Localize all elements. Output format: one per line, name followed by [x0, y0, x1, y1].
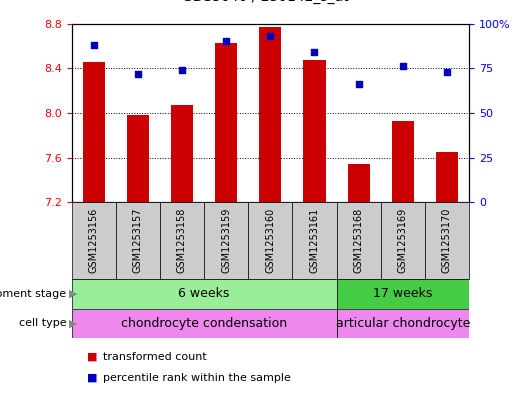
Bar [116, 202, 160, 279]
Bar [293, 202, 337, 279]
Text: articular chondrocyte: articular chondrocyte [335, 317, 470, 330]
Bar [83, 62, 105, 202]
Text: ▶: ▶ [69, 289, 77, 299]
Text: 6 weeks: 6 weeks [179, 287, 229, 300]
Point [134, 70, 142, 77]
Text: GSM1253168: GSM1253168 [354, 208, 364, 274]
Text: development stage: development stage [0, 289, 66, 299]
Bar [259, 27, 281, 202]
Bar [72, 202, 116, 279]
Text: GSM1253161: GSM1253161 [310, 208, 320, 274]
Bar [127, 115, 149, 202]
Text: GSM1253160: GSM1253160 [266, 208, 275, 274]
Point [443, 69, 451, 75]
Bar [348, 164, 369, 202]
Text: cell type: cell type [19, 318, 66, 328]
Text: GSM1253170: GSM1253170 [442, 208, 452, 274]
Bar [425, 202, 469, 279]
Bar [337, 309, 469, 338]
Text: GDS5046 / 230142_s_at: GDS5046 / 230142_s_at [182, 0, 348, 4]
Bar [204, 202, 248, 279]
Point [266, 33, 275, 39]
Bar [160, 202, 204, 279]
Text: GSM1253169: GSM1253169 [398, 208, 408, 274]
Point [310, 49, 319, 55]
Bar [337, 279, 469, 309]
Point [355, 81, 363, 88]
Bar [171, 105, 193, 202]
Bar [392, 121, 414, 202]
Text: ▶: ▶ [69, 318, 77, 328]
Text: GSM1253156: GSM1253156 [89, 208, 99, 274]
Text: GSM1253159: GSM1253159 [221, 208, 231, 274]
Bar [72, 279, 337, 309]
Bar [248, 202, 293, 279]
Text: 17 weeks: 17 weeks [373, 287, 432, 300]
Bar [303, 61, 325, 202]
Text: percentile rank within the sample: percentile rank within the sample [103, 373, 291, 383]
Text: transformed count: transformed count [103, 352, 207, 362]
Point [222, 38, 231, 44]
Text: ■: ■ [87, 352, 98, 362]
Bar [72, 309, 337, 338]
Bar [381, 202, 425, 279]
Text: GSM1253158: GSM1253158 [177, 208, 187, 274]
Point [399, 63, 407, 70]
Point [90, 42, 98, 48]
Text: ■: ■ [87, 373, 98, 383]
Text: chondrocyte condensation: chondrocyte condensation [121, 317, 287, 330]
Point [178, 67, 186, 73]
Bar [337, 202, 381, 279]
Bar [436, 152, 458, 202]
Text: GSM1253157: GSM1253157 [133, 208, 143, 274]
Bar [215, 42, 237, 202]
